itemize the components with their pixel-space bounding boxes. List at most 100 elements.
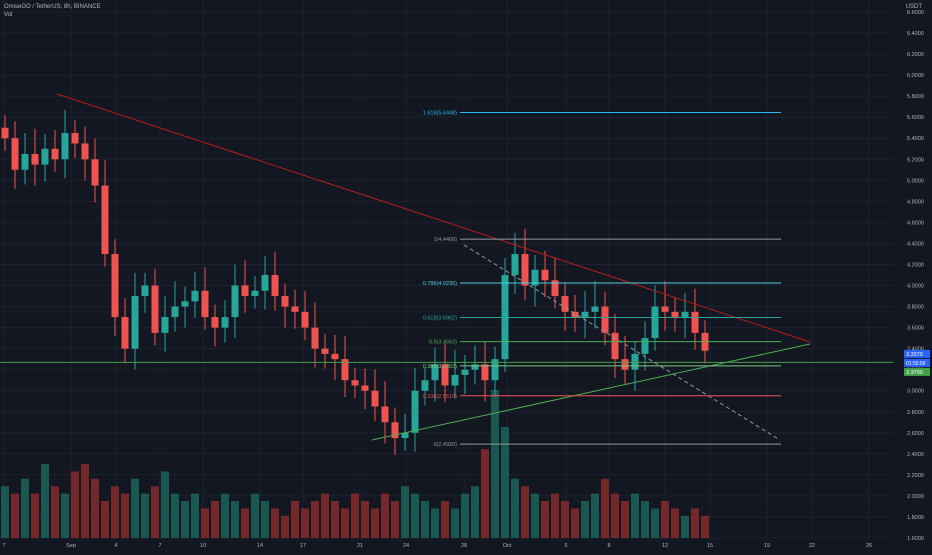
indicator-label: Vol [4,12,13,18]
candle-body [351,380,359,386]
volume-bar [331,501,339,538]
x-tick-label: Oct [503,543,512,549]
y-tick-label: 4.6000 [907,220,924,226]
candle-body [561,296,569,312]
candle-body [181,301,189,307]
y-tick-label: 2.4000 [907,452,924,458]
volume-bar [521,486,529,538]
y-tick-label: 5.6000 [907,115,924,121]
y-tick-label: 5.4000 [907,136,924,142]
y-tick-label: 4.4000 [907,241,924,247]
volume-bar [191,493,199,538]
y-tick-label: 5.0000 [907,178,924,184]
volume-bar [171,493,179,538]
candle-body [431,364,439,381]
fib-level-label: 0.5(3.4663) [429,340,457,346]
volume-bar [261,501,269,538]
volume-bar [121,493,129,538]
candle-body [31,154,39,165]
candle-body [361,385,369,391]
candle-body [231,285,239,318]
candle-body [551,280,559,297]
price-badge-lower-text: 3.3790 [906,370,923,376]
candle-body [631,353,639,370]
y-tick-label: 1.8000 [907,515,924,521]
volume-bar [241,508,249,538]
candle-body [171,306,179,318]
x-tick-label: 26 [866,543,872,549]
candle-body [331,353,339,360]
x-tick-label: 4 [114,543,117,549]
candle-body [151,285,159,333]
volume-bar [81,464,89,538]
candle-body [531,269,539,286]
candle-body [241,285,249,297]
candle-body [521,253,529,286]
volume-bar [71,471,79,538]
volume-bar [341,508,349,538]
candle-body [81,143,89,160]
volume-bar [491,390,499,538]
candle-body [41,148,49,165]
volume-bar [611,493,619,538]
volume-bar [251,493,259,538]
y-tick-label: 6.6000 [907,10,924,16]
y-tick-label: 2.8000 [907,410,924,416]
x-tick-label: 10 [200,543,206,549]
x-tick-label: 21 [357,543,363,549]
fib-level-label: 0.236(2.9519) [423,394,457,400]
volume-bar [31,493,39,538]
candle-body [591,306,599,312]
candle-body [471,364,479,370]
price-badge-upper [904,349,930,358]
volume-bar [641,501,649,538]
volume-bar [391,501,399,538]
volume-bar [551,493,559,538]
volume-bar [671,508,679,538]
volume-bar [471,486,479,538]
price-badge-upper-text: 3.3379 [906,352,923,358]
candle-body [211,317,219,328]
volume-bar [161,471,169,538]
fib-level-label: 1.618(5.6448) [423,110,457,116]
x-tick-label: 15 [707,543,713,549]
volume-bar [581,501,589,538]
candle-body [281,296,289,307]
candle-body [481,364,489,381]
volume-bar [531,493,539,538]
candle-body [621,359,629,370]
volume-bar [181,501,189,538]
y-tick-label: 6.2000 [907,52,924,58]
volume-bar [211,501,219,538]
x-tick-label: 22 [809,543,815,549]
candle-body [371,390,379,407]
y-tick-label: 2.0000 [907,494,924,500]
candle-body [201,290,209,318]
volume-bar [701,515,709,538]
volume-bar [271,508,279,538]
x-tick-label: Sep [66,543,76,549]
x-tick-label: 17 [300,543,306,549]
candle-body [11,138,19,170]
volume-bar [361,501,369,538]
volume-bar [461,493,469,538]
candle-body [681,311,689,318]
candle-body [511,253,519,275]
y-tick-label: 3.4000 [907,347,924,353]
volume-bar [301,508,309,538]
volume-bar [351,493,359,538]
support-trendline [371,343,811,441]
price-badge-middle-text: 01:55:56 [906,361,926,367]
candle-body [251,290,259,297]
x-tick-label: 28 [461,543,467,549]
volume-bar [371,508,379,538]
fib-level-label: 1(4.4406) [433,237,457,243]
candle-body [121,317,129,349]
candle-body [601,306,609,333]
fib-level-label: 0(2.4920) [433,442,457,448]
candle-body [581,311,589,318]
x-tick-label: 7 [2,543,5,549]
volume-bar [91,478,99,538]
